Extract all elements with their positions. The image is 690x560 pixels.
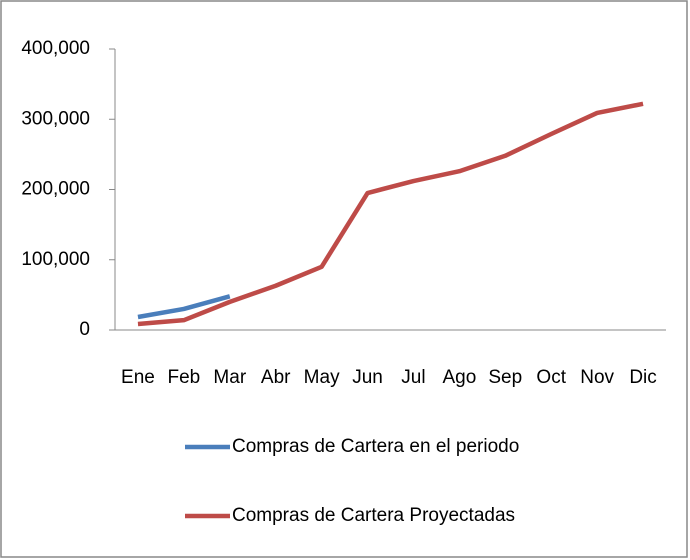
x-tick-label: Abr [261,367,291,388]
y-tick-label: 200,000 [21,179,90,200]
x-tick-label: May [304,367,340,388]
x-tick-label: Oct [536,367,566,388]
y-tick-label: 300,000 [21,108,90,129]
x-tick-label: Jun [352,367,383,388]
x-tick-label: Ago [442,367,476,388]
x-tick-label: Dic [629,367,656,388]
series-line [137,294,231,320]
x-tick-label: Jul [401,367,425,388]
x-tick-label: Sep [488,367,522,388]
y-tick-label: 100,000 [21,249,90,270]
x-tick-label: Mar [213,367,246,388]
y-tick-label: 0 [79,319,90,340]
legend-label: Compras de Cartera Proyectadas [232,505,515,526]
x-tick-label: Ene [121,367,155,388]
y-tick-label: 400,000 [21,38,90,59]
series-line [137,101,644,327]
x-tick-label: Feb [168,367,201,388]
x-tick-label: Nov [580,367,614,388]
legend-label: Compras de Cartera en el periodo [232,436,519,457]
